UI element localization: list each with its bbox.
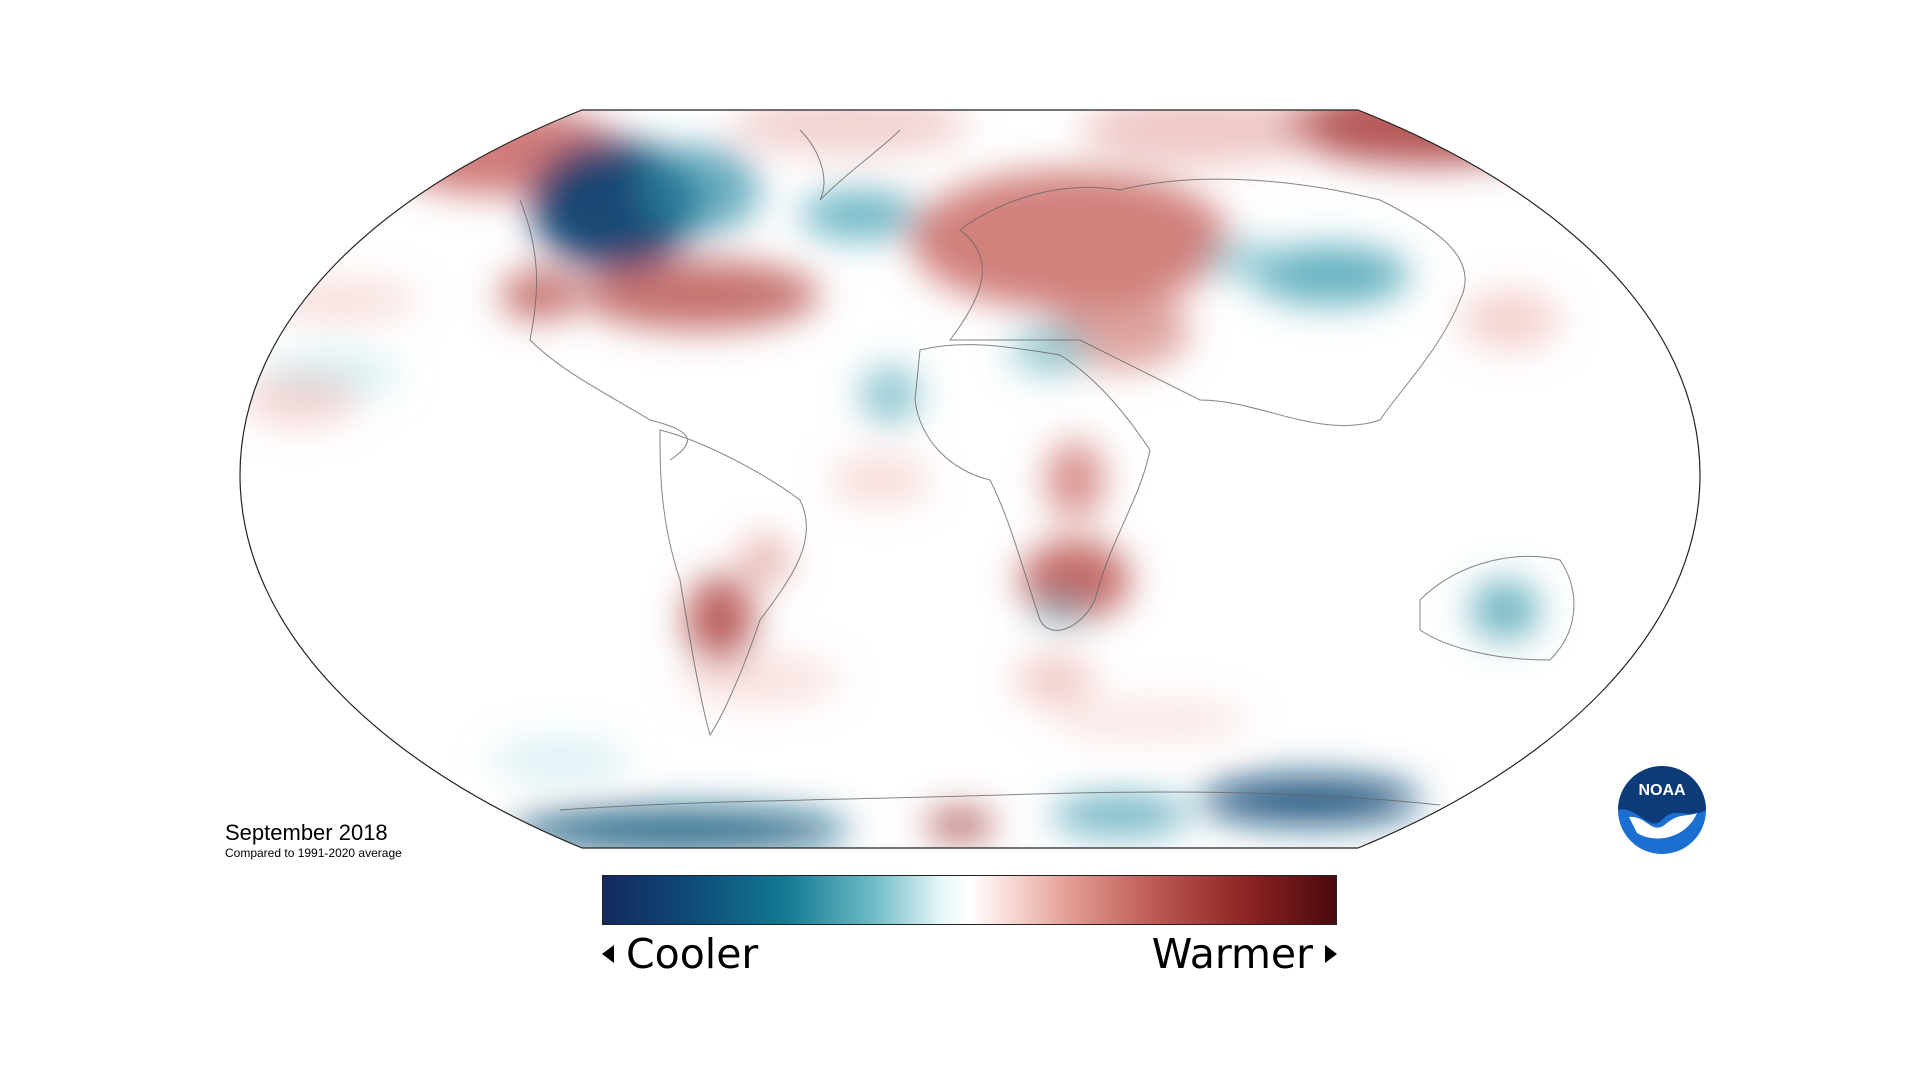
warmer-label: Warmer xyxy=(1152,930,1337,978)
cooler-label: Cooler xyxy=(602,930,758,978)
warmer-text: Warmer xyxy=(1151,930,1313,978)
colorbar-gradient xyxy=(602,875,1337,925)
colorbar xyxy=(602,875,1337,925)
left-arrow-icon xyxy=(602,945,614,963)
right-arrow-icon xyxy=(1325,945,1337,963)
noaa-logo: NOAA xyxy=(1618,766,1706,854)
anomaly-field xyxy=(240,110,1700,848)
noaa-logo-text: NOAA xyxy=(1638,782,1686,799)
map-title-block: September 2018 Compared to 1991-2020 ave… xyxy=(225,820,402,860)
map-title: September 2018 xyxy=(225,820,388,845)
cooler-text: Cooler xyxy=(626,930,759,978)
map-subtitle: Compared to 1991-2020 average xyxy=(225,846,402,860)
